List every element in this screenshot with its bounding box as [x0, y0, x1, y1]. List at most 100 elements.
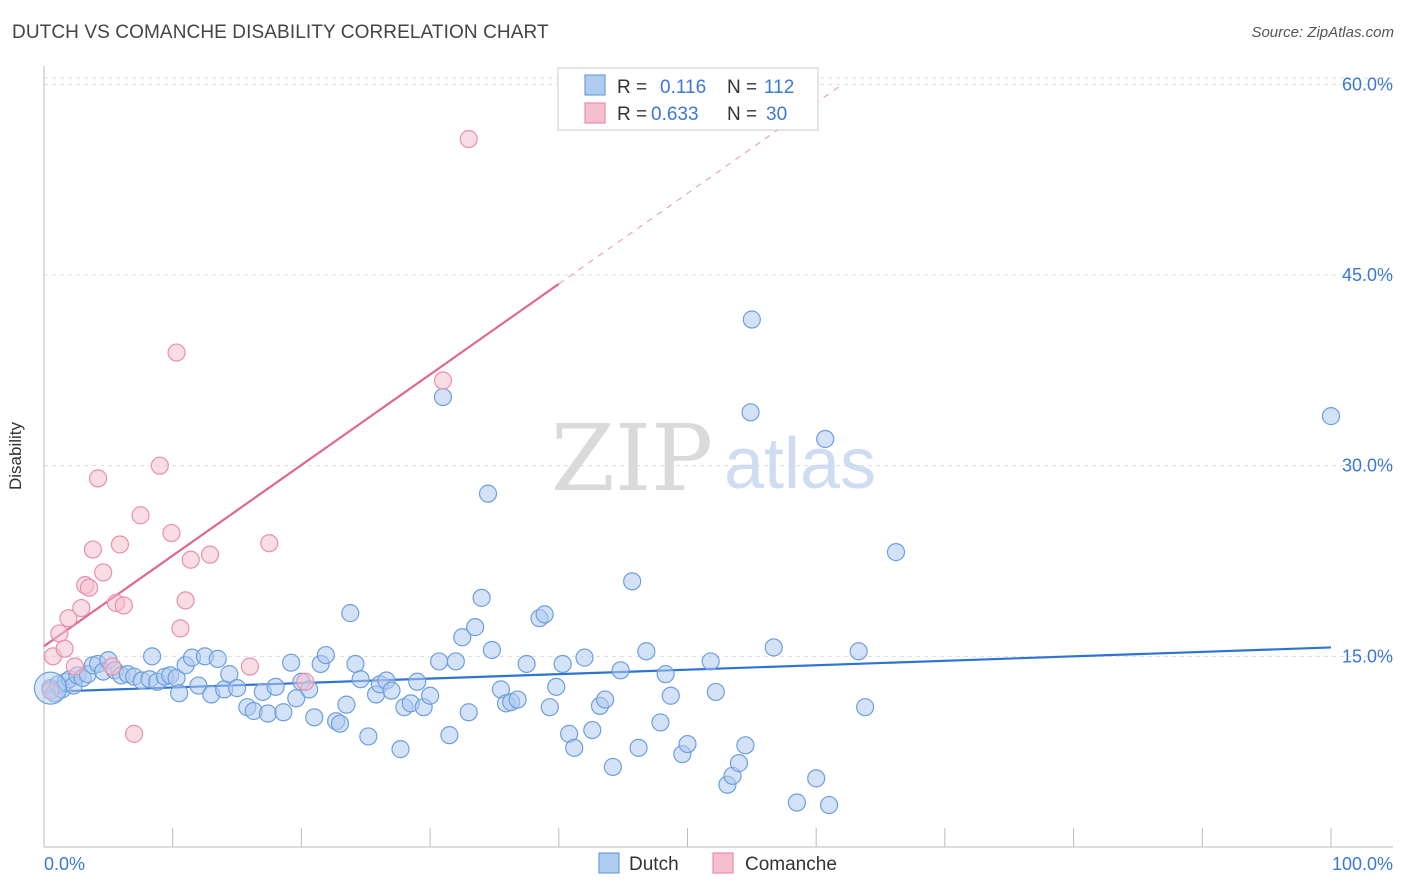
tick-labels: 15.0% 30.0% 45.0% 60.0% 0.0% 100.0% [44, 74, 1393, 874]
x-tick-label: 0.0% [44, 854, 85, 874]
dutch-point [741, 403, 760, 422]
dutch-point [266, 677, 285, 696]
source-note: Source: ZipAtlas.com [1251, 24, 1394, 41]
dutch-point [382, 681, 401, 700]
dutch-point [656, 665, 675, 684]
dutch-point [433, 387, 453, 407]
watermark-atlas: atlas [724, 424, 876, 504]
dutch-point [517, 654, 536, 674]
dutch-point [478, 484, 498, 503]
dutch-point [258, 704, 278, 723]
comanche-point [124, 724, 144, 743]
comanche-point [59, 609, 78, 628]
y-tick-label: 45.0% [1342, 265, 1393, 285]
dutch-point [807, 769, 826, 788]
dutch-point [337, 695, 356, 714]
dutch-point [330, 714, 350, 733]
dutch-point [287, 689, 306, 708]
comanche-point [150, 456, 169, 475]
dutch-point [540, 698, 559, 717]
dutch-point [446, 652, 465, 671]
dutch-point [623, 572, 642, 591]
comanche-point [65, 657, 84, 676]
comanche-point [296, 672, 315, 691]
dutch-point [453, 628, 472, 647]
comanche-point [459, 129, 478, 149]
y-tick-label: 15.0% [1342, 646, 1393, 666]
dutch-point [886, 543, 906, 562]
dutch-point [736, 736, 755, 755]
comanche-point [181, 550, 200, 569]
comanche-point [79, 578, 99, 597]
dutch-point [459, 703, 478, 722]
comanche-point [171, 619, 190, 638]
dutch-point [611, 661, 630, 680]
legend-swatch-comanche [712, 852, 734, 874]
stats-swatch-dutch [584, 74, 606, 96]
comanche-point [200, 545, 220, 564]
dutch-point [1321, 407, 1341, 426]
dutch-point [466, 618, 485, 637]
comanche-point [55, 639, 74, 658]
dutch-point [482, 640, 501, 660]
axes [43, 66, 1393, 848]
dutch-point [553, 654, 572, 674]
comanche-point [72, 598, 91, 618]
comanche-point [110, 535, 130, 554]
y-tick-label: 30.0% [1342, 456, 1393, 476]
stats-dutch-r-label: R = [617, 77, 647, 98]
dutch-point [547, 677, 566, 696]
dutch-point [346, 654, 365, 674]
dutch-point [706, 682, 725, 702]
gridlines [44, 77, 1393, 657]
comanche-point [83, 540, 103, 559]
stats-comanche-n-value: 30 [766, 104, 787, 125]
dutch-point [701, 652, 720, 671]
legend-label-comanche: Comanche [745, 854, 837, 875]
dutch-point [816, 429, 835, 449]
dutch-point [629, 738, 648, 757]
stats-comanche-n-label: N = [727, 104, 757, 125]
dutch-point [208, 649, 227, 668]
stats-comanche-r-label: R = [617, 104, 647, 125]
dutch-point [421, 686, 440, 705]
dutch-point [596, 690, 615, 709]
comanche-point [94, 563, 113, 582]
dutch-point [637, 642, 656, 661]
dutch-point [849, 642, 868, 661]
comanche-point [103, 657, 122, 676]
legend-label-dutch: Dutch [629, 854, 679, 875]
dutch-point [535, 605, 554, 624]
comanche-point [240, 657, 260, 676]
dutch-point [575, 648, 594, 667]
legend-swatch-dutch [598, 852, 620, 874]
dutch-point [856, 698, 875, 717]
dutch-point [359, 727, 378, 746]
dutch-point [742, 310, 761, 329]
dutch-point [170, 684, 189, 703]
dutch-point [603, 757, 622, 777]
stats-dutch-n-label: N = [727, 77, 757, 98]
comanche-point [88, 469, 108, 488]
comanche-point [50, 624, 69, 643]
dutch-point [189, 676, 208, 695]
dutch-point [227, 679, 247, 698]
dutch-point [430, 652, 449, 671]
stats-dutch-n-value: 112 [764, 77, 794, 98]
dutch-point [764, 638, 783, 657]
dutch-point [305, 708, 324, 727]
dutch-point [472, 588, 491, 607]
dutch-point [408, 672, 427, 691]
dutch-point [391, 740, 410, 759]
watermark-zip: ZIP [551, 405, 713, 512]
stats-comanche-r-value: 0.633 [651, 104, 699, 125]
chart-title: DUTCH VS COMANCHE DISABILITY CORRELATION… [12, 22, 549, 43]
scatter-points [33, 129, 1341, 815]
comanche-point [114, 596, 133, 615]
dutch-point-cluster [33, 671, 68, 705]
comanche-point [167, 343, 186, 362]
dutch-point [316, 645, 335, 665]
comanche-point [131, 506, 150, 525]
dutch-point [274, 703, 293, 722]
comanche-point [260, 534, 279, 553]
